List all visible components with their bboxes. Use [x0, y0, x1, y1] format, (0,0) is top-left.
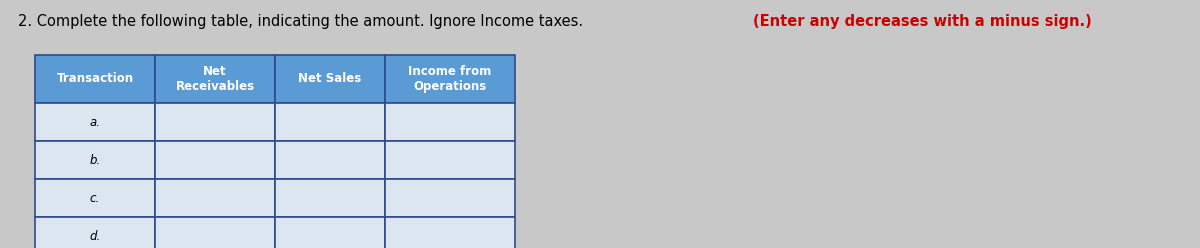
- Text: a.: a.: [90, 116, 101, 128]
- Bar: [275, 179, 385, 217]
- Bar: [275, 55, 385, 103]
- Bar: [35, 141, 155, 179]
- Bar: [35, 217, 155, 248]
- Text: d.: d.: [89, 229, 101, 243]
- Bar: [155, 217, 275, 248]
- Text: (Enter any decreases with a minus sign.): (Enter any decreases with a minus sign.): [754, 14, 1092, 29]
- Bar: [275, 217, 385, 248]
- Bar: [35, 179, 155, 217]
- Text: Net
Receivables: Net Receivables: [175, 65, 254, 93]
- Bar: [385, 217, 515, 248]
- Text: Income from
Operations: Income from Operations: [408, 65, 492, 93]
- Bar: [275, 141, 385, 179]
- Bar: [155, 103, 275, 141]
- Text: Net Sales: Net Sales: [299, 72, 361, 86]
- Bar: [35, 55, 155, 103]
- Text: 2. Complete the following table, indicating the amount. Ignore Income taxes.: 2. Complete the following table, indicat…: [18, 14, 588, 29]
- Bar: [155, 179, 275, 217]
- Bar: [385, 141, 515, 179]
- Text: c.: c.: [90, 191, 100, 205]
- Bar: [275, 103, 385, 141]
- Bar: [385, 103, 515, 141]
- Bar: [385, 179, 515, 217]
- Bar: [35, 103, 155, 141]
- Bar: [155, 55, 275, 103]
- Bar: [385, 55, 515, 103]
- Text: Transaction: Transaction: [56, 72, 133, 86]
- Text: b.: b.: [89, 154, 101, 166]
- Bar: [155, 141, 275, 179]
